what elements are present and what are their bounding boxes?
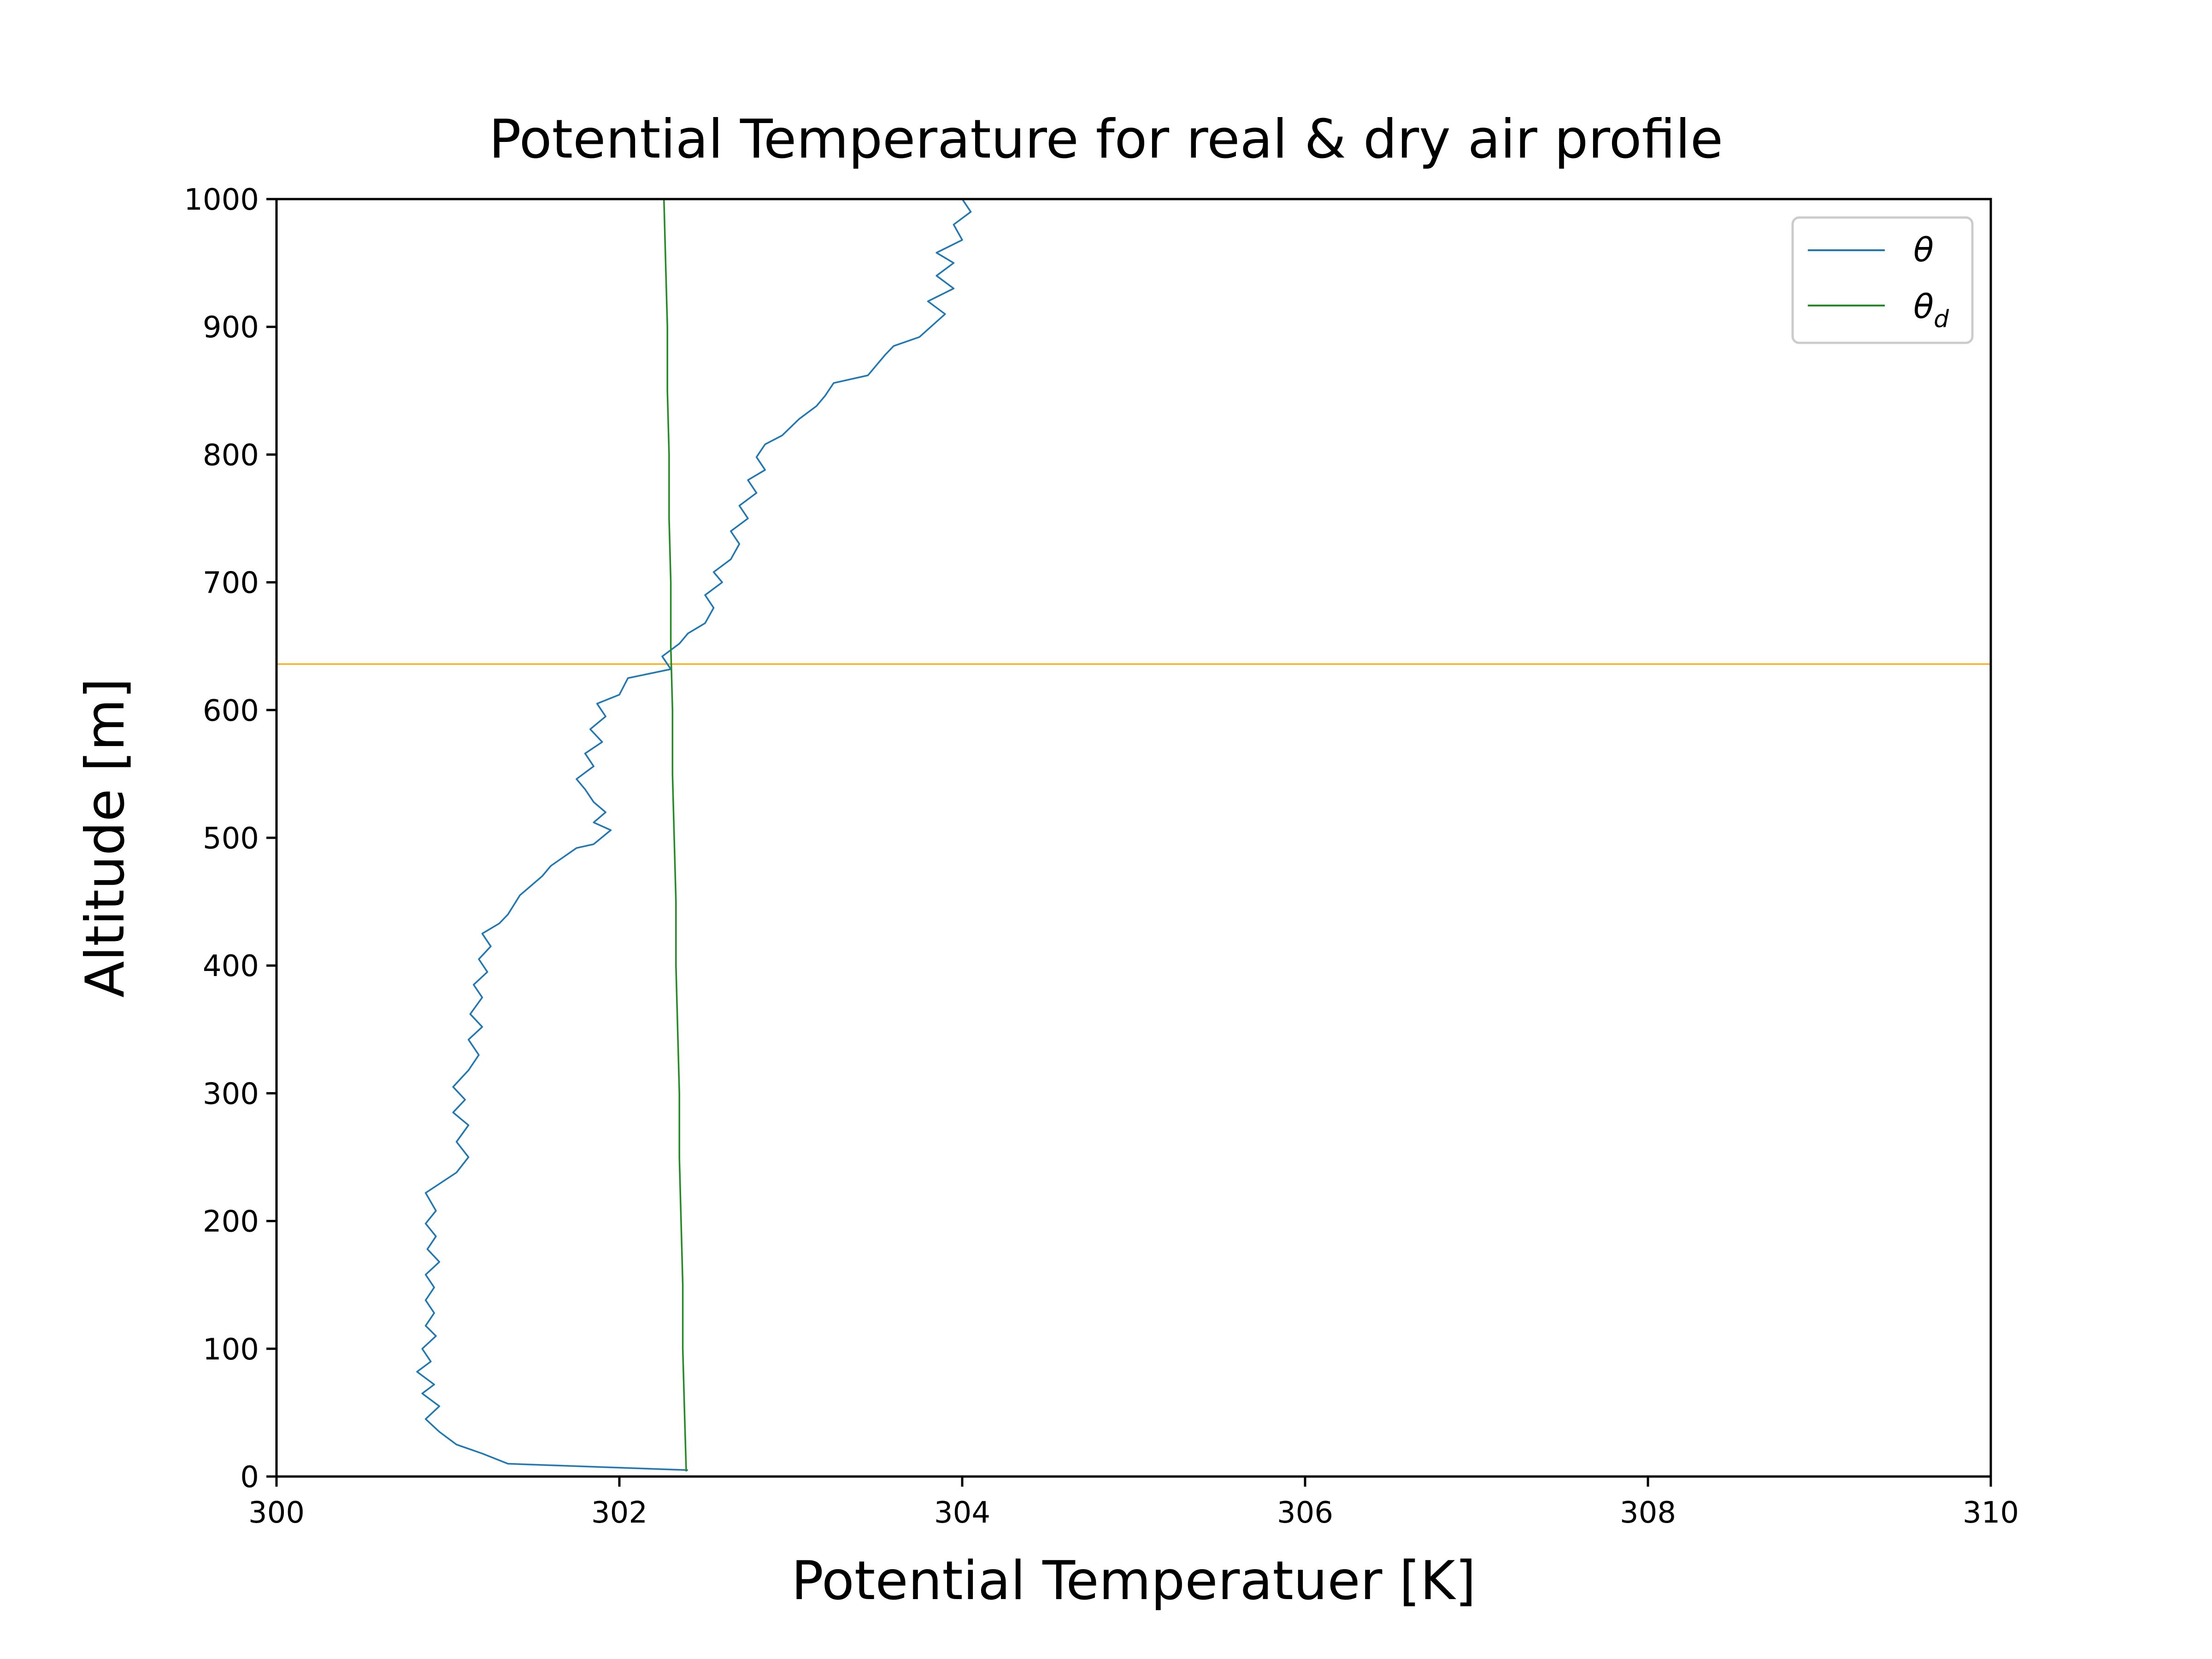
y-tick-label: 300 bbox=[203, 1077, 259, 1111]
x-tick-label: 310 bbox=[1963, 1496, 2019, 1530]
x-tick-label: 308 bbox=[1620, 1496, 1676, 1530]
x-tick-label: 306 bbox=[1277, 1496, 1333, 1530]
legend-label-theta-d: θd bbox=[1913, 287, 1949, 333]
x-axis-label: Potential Temperatuer [K] bbox=[791, 1550, 1476, 1612]
y-tick-label: 1000 bbox=[184, 183, 259, 217]
legend-box bbox=[1791, 216, 1974, 344]
y-tick-label: 900 bbox=[203, 311, 259, 345]
x-axis: 300 302 304 306 308 310 bbox=[248, 1477, 2019, 1530]
y-axis-label: Altitude [m] bbox=[74, 678, 136, 998]
y-tick-label: 700 bbox=[203, 566, 259, 600]
legend-label-theta: θ bbox=[1913, 230, 1934, 269]
x-tick-label: 304 bbox=[934, 1496, 990, 1530]
y-tick-label: 500 bbox=[203, 822, 259, 856]
y-tick-label: 100 bbox=[203, 1333, 259, 1367]
legend-theta-d-symbol: θ bbox=[1913, 287, 1934, 326]
legend: θ θd bbox=[1791, 216, 1974, 344]
series-line-theta bbox=[416, 199, 972, 1471]
axes-frame bbox=[275, 198, 1992, 1478]
series-line-theta-d bbox=[663, 199, 687, 1471]
x-tick-label: 302 bbox=[591, 1496, 647, 1530]
x-tick-label: 300 bbox=[248, 1496, 305, 1530]
y-tick-label: 200 bbox=[203, 1205, 259, 1239]
data-layer bbox=[276, 199, 1991, 1471]
y-tick-label: 400 bbox=[203, 949, 259, 983]
y-axis: 0 100 200 300 400 500 600 700 800 900 1000 bbox=[184, 183, 276, 1494]
y-tick-label: 0 bbox=[240, 1460, 259, 1494]
chart-title: Potential Temperature for real & dry air… bbox=[489, 108, 1723, 171]
legend-theta-d-subscript: d bbox=[1934, 306, 1949, 333]
y-tick-label: 600 bbox=[203, 694, 259, 728]
y-tick-label: 800 bbox=[203, 438, 259, 472]
